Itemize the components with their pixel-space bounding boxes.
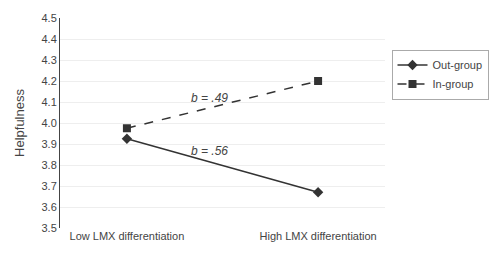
svg-text:4.2: 4.2 [42,75,57,87]
svg-text:4.3: 4.3 [42,54,57,66]
svg-text:3.8: 3.8 [42,159,57,171]
svg-text:3.5: 3.5 [42,222,57,234]
svg-text:4.4: 4.4 [42,33,57,45]
svg-text:3.6: 3.6 [42,201,57,213]
svg-text:4.0: 4.0 [42,117,57,129]
svg-text:Low LMX differentiation: Low LMX differentiation [70,230,185,242]
svg-text:b = .49: b = .49 [191,91,228,105]
svg-text:Out-group: Out-group [433,59,483,71]
svg-text:4.5: 4.5 [42,12,57,24]
svg-text:In-group: In-group [433,78,474,90]
svg-text:3.9: 3.9 [42,138,57,150]
svg-text:3.7: 3.7 [42,180,57,192]
svg-text:4.1: 4.1 [42,96,57,108]
svg-text:High LMX differentiation: High LMX differentiation [259,230,376,242]
svg-text:b = .56: b = .56 [191,144,228,158]
svg-text:Helpfulness: Helpfulness [12,89,27,157]
